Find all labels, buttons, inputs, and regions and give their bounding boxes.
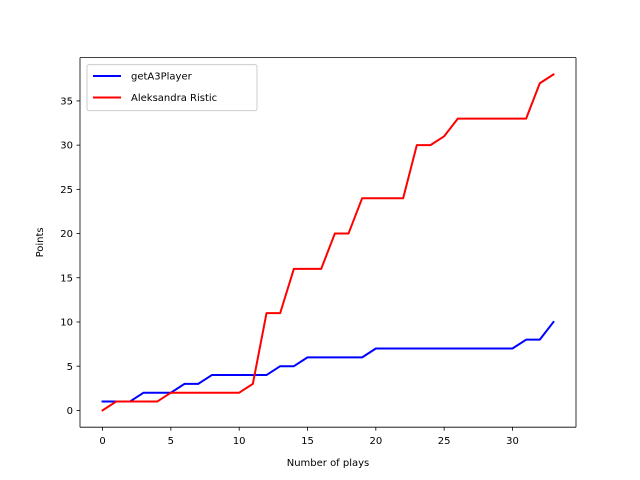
plot-background (80, 57, 576, 428)
y-tick-label: 35 (60, 97, 73, 108)
x-tick-label: 15 (301, 436, 314, 447)
series-line-2 (101, 73, 555, 412)
series-layer (101, 73, 555, 412)
y-axis-label: Points (35, 227, 46, 257)
y-axis-ticks: 0 5 10 15 20 25 30 35 (60, 97, 80, 417)
legend-label-2: Aleksandra Ristic (131, 93, 217, 104)
y-tick-label: 30 (60, 141, 73, 152)
x-tick-label: 0 (99, 436, 105, 447)
x-tick-label: 10 (233, 436, 246, 447)
x-axis-ticks: 0 5 10 15 20 25 30 (99, 427, 519, 447)
legend: getA3Player Aleksandra Ristic (86, 64, 258, 112)
y-tick-label: 15 (60, 273, 73, 284)
y-tick-label: 10 (60, 318, 73, 329)
x-tick-label: 30 (506, 436, 519, 447)
series-line-1 (101, 320, 555, 403)
x-tick-label: 5 (168, 436, 174, 447)
y-tick-label: 5 (67, 362, 73, 373)
x-axis-label: Number of plays (287, 458, 370, 469)
x-tick-label: 20 (369, 436, 382, 447)
x-tick-label: 25 (438, 436, 451, 447)
legend-box (86, 64, 258, 112)
axes-frame (79, 57, 577, 428)
y-tick-label: 20 (60, 229, 73, 240)
legend-label-1: getA3Player (131, 72, 193, 83)
y-tick-label: 0 (67, 406, 73, 417)
y-tick-label: 25 (60, 185, 73, 196)
